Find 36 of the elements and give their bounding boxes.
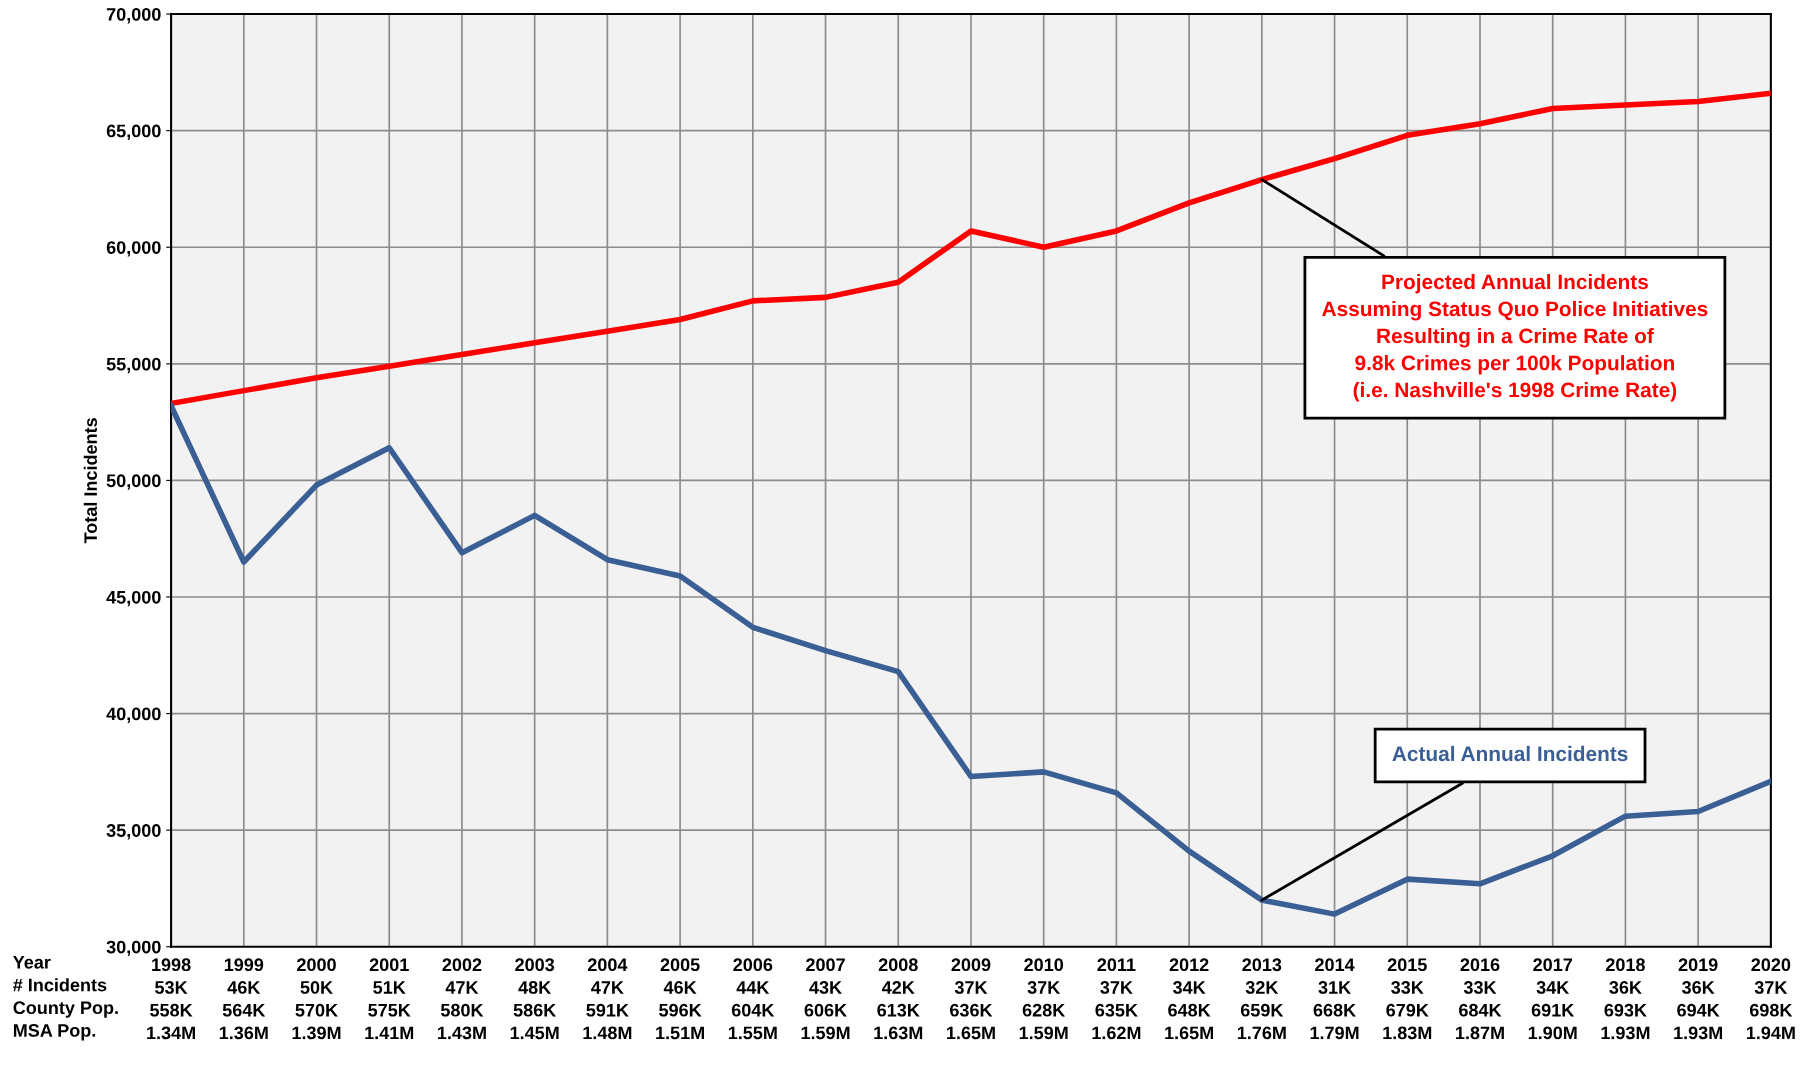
x-tick-label: 2020 37K 698K 1.94M bbox=[1746, 958, 1795, 1040]
x-tick-label: 2003 48K 586K 1.45M bbox=[510, 958, 559, 1040]
x-tick-label: 2007 43K 606K 1.59M bbox=[801, 958, 850, 1040]
x-tick-label: 2005 46K 596K 1.51M bbox=[656, 958, 704, 1040]
x-tick-label: 2009 37K 636K 1.65M bbox=[947, 958, 995, 1040]
x-tick-label: 2015 33K 679K 1.83M bbox=[1383, 958, 1432, 1040]
x-tick-label: 2001 51K 575K 1.41M bbox=[365, 958, 414, 1040]
x-tick-label: 2018 36K 693K 1.93M bbox=[1601, 958, 1650, 1040]
x-tick-label: 2017 34K 691K 1.90M bbox=[1528, 958, 1577, 1040]
x-tick-label: 2016 33K 684K 1.87M bbox=[1456, 958, 1504, 1040]
y-tick-label: 65,000 bbox=[106, 124, 161, 140]
y-tick-label: 70,000 bbox=[106, 8, 161, 24]
x-tick-label: 2011 37K 635K 1.62M bbox=[1092, 958, 1141, 1040]
x-tick-label: 1999 46K 564K 1.36M bbox=[219, 958, 268, 1040]
x-tick-label: 2000 50K 570K 1.39M bbox=[292, 958, 341, 1040]
x-tick-label: 2012 34K 648K 1.65M bbox=[1165, 958, 1214, 1040]
text: Year # Incidents County Pop. MSA Pop. bbox=[13, 956, 118, 1041]
y-tick-label: 35,000 bbox=[106, 824, 161, 840]
y-tick-label: 30,000 bbox=[106, 940, 161, 957]
annotation: Actual Annual Incidents bbox=[1392, 745, 1628, 762]
y-tick-label: 60,000 bbox=[106, 241, 161, 257]
x-tick-label: 2019 36K 694K 1.93M bbox=[1674, 958, 1723, 1040]
y-axis-title: Total Incidents bbox=[83, 418, 98, 544]
x-tick-label: 2014 31K 668K 1.79M bbox=[1310, 958, 1359, 1040]
y-tick-label: 45,000 bbox=[106, 590, 161, 607]
x-tick-label: 2004 47K 591K 1.48M bbox=[583, 958, 632, 1040]
x-tick-label: 2013 32K 659K 1.76M bbox=[1237, 958, 1286, 1040]
y-tick-label: 55,000 bbox=[106, 357, 161, 374]
x-tick-label: 1998 53K 558K 1.34M bbox=[147, 958, 195, 1040]
annotation: Projected Annual Incidents Assuming Status Quo Police Initiatives Resulting in a Crime Rate of 9.8k Crimes per 100k Population (i.e. Nashville's 1998 Crime Rate) bbox=[1322, 273, 1708, 402]
x-tick-label: 2010 37K 628K 1.59M bbox=[1019, 958, 1068, 1040]
y-tick-label: 50,000 bbox=[106, 474, 161, 490]
x-tick-label: 2006 44K 604K 1.55M bbox=[728, 958, 777, 1040]
x-tick-label: 2008 42K 613K 1.63M bbox=[874, 958, 923, 1040]
y-tick-label: 40,000 bbox=[106, 707, 161, 723]
x-tick-label: 2002 47K 580K 1.43M bbox=[438, 958, 486, 1040]
